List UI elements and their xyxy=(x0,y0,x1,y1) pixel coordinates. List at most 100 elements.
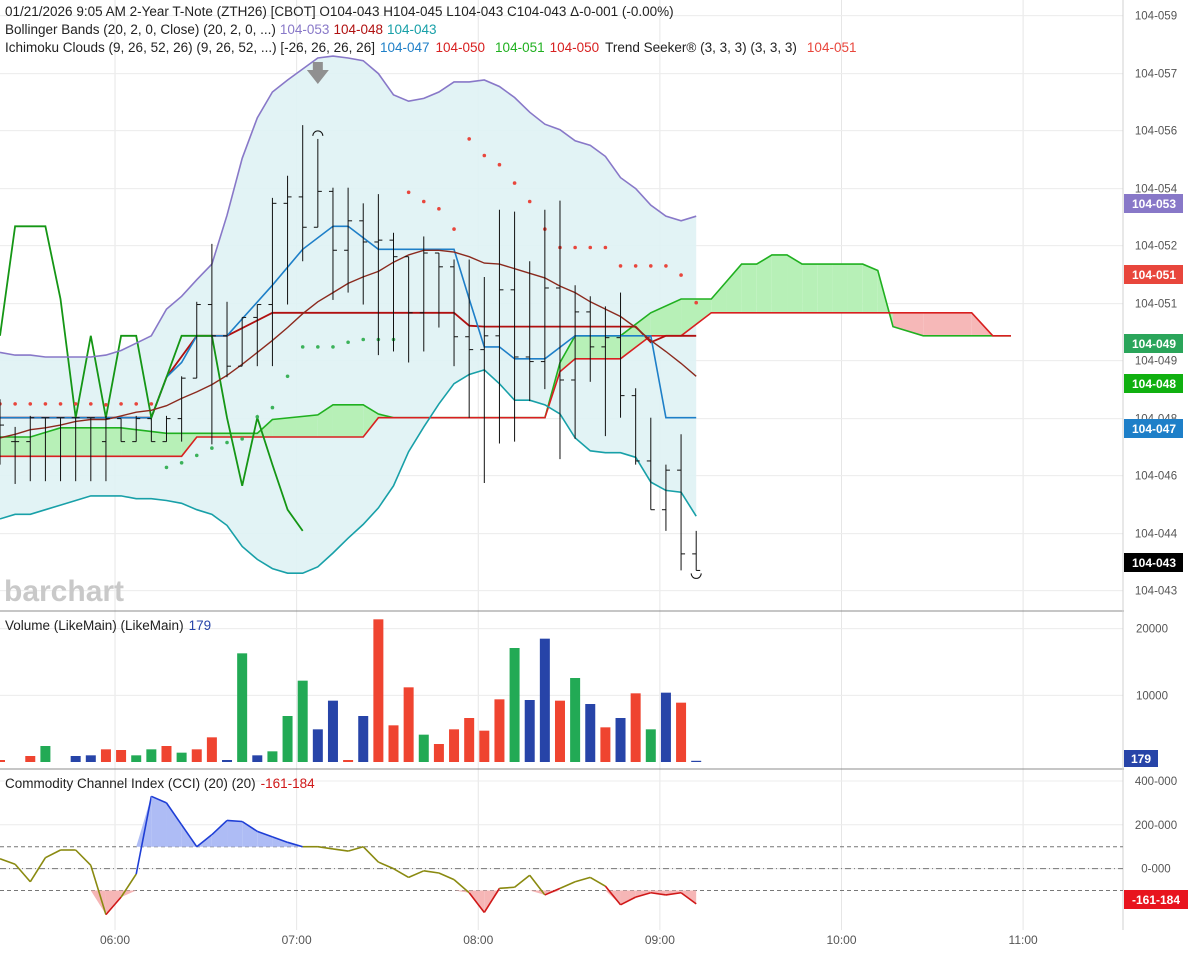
ohlc-bar-40 xyxy=(601,306,610,437)
trend-seeker-dot-41 xyxy=(618,264,623,268)
volume-bar-14 xyxy=(237,653,248,762)
volume-bar-39 xyxy=(615,718,626,762)
volume-legend: Volume (LikeMain) (LikeMain) 179 xyxy=(5,618,211,633)
ohlc-bar-19 xyxy=(283,175,292,305)
cloud-segment-29 xyxy=(802,264,818,313)
trend-seeker-dot-21 xyxy=(316,345,320,349)
ohlc-bar-32 xyxy=(480,276,489,484)
ichimoku-lagging-line xyxy=(0,225,304,532)
cloud-segment-35 xyxy=(892,312,924,336)
cci-line-segment-26 xyxy=(393,867,410,879)
high-low-markers xyxy=(306,62,702,579)
cci-line-segment-32 xyxy=(483,887,501,913)
volume-bar-7 xyxy=(131,755,142,762)
volume-bar-38 xyxy=(600,727,611,762)
price-badge-box-1 xyxy=(1124,265,1183,284)
bollinger-upper-value: 104-053 xyxy=(280,22,330,37)
volume-bar-25 xyxy=(403,687,414,762)
trend-seeker-value: 104-051 xyxy=(807,40,857,55)
time-axis-label-4: 10:00 xyxy=(826,933,856,947)
price-badge-box-2 xyxy=(1124,334,1183,353)
volume-bar-24 xyxy=(388,725,399,762)
cci-line-segment-8 xyxy=(120,873,137,898)
ohlc-bar-12 xyxy=(177,376,186,442)
cci-label: Commodity Channel Index (CCI) (20) (20) xyxy=(5,776,256,791)
cci-line-segment-42 xyxy=(635,891,652,898)
trend-seeker-dot-9 xyxy=(134,402,139,406)
cloud-segment-33 xyxy=(862,264,878,313)
ohlc-bar-26 xyxy=(389,232,398,352)
ohlc-bar-14 xyxy=(207,243,216,445)
cci-line-segment-5 xyxy=(75,849,92,866)
price-badge-2: 104-049 xyxy=(1124,334,1183,353)
volume-badge-box xyxy=(1124,750,1158,767)
trend-seeker-dot-38 xyxy=(573,245,577,250)
trend-seeker-dot-27 xyxy=(406,190,411,195)
cci-line-segment-31 xyxy=(468,892,485,913)
price-badge-box-5 xyxy=(1124,553,1183,572)
volume-bar-29 xyxy=(464,718,475,762)
volume-bar-27 xyxy=(433,744,444,762)
ohlc-bar-1 xyxy=(11,426,20,484)
volume-bar-35 xyxy=(554,700,565,762)
trend-seeker-dot-44 xyxy=(664,264,668,268)
price-axis-label-6: 104-049 xyxy=(1135,356,1177,368)
volume-bar-18 xyxy=(297,680,308,762)
cci-line-segment-40 xyxy=(604,885,622,906)
price-badge-label-5: 104-043 xyxy=(1132,556,1176,570)
ohlc-bars xyxy=(0,125,701,571)
volume-axis-label-1: 10000 xyxy=(1136,690,1168,702)
volume-bar-43 xyxy=(676,702,687,762)
ohlc-bar-15 xyxy=(223,301,232,378)
ohlc-bar-34 xyxy=(510,211,519,442)
bollinger-lower-line xyxy=(0,369,697,575)
price-axis-label-2: 104-056 xyxy=(1135,126,1177,138)
cloud-segment-19 xyxy=(575,335,621,359)
cci-axis-label-0: 400-000 xyxy=(1135,776,1177,788)
price-badge-label-3: 104-048 xyxy=(1132,377,1176,391)
price-badge-label-1: 104-051 xyxy=(1132,268,1176,282)
cci-high-fill-14 xyxy=(211,820,228,847)
ohlc-bar-30 xyxy=(450,259,459,367)
cci-high-fill-9 xyxy=(136,796,152,847)
cci-line-segment-0 xyxy=(0,858,16,865)
cci-high-fill-11 xyxy=(166,802,182,847)
volume-bar-42 xyxy=(660,692,671,762)
cci-line-segment-25 xyxy=(378,861,394,870)
cci-line-segment-18 xyxy=(272,836,288,844)
cci-line-segment-45 xyxy=(680,892,697,905)
cloud-segment-10 xyxy=(332,404,364,438)
cci-pane xyxy=(0,795,1123,916)
volume-bar-0 xyxy=(0,760,5,762)
trend-seeker-dot-35 xyxy=(527,199,532,204)
price-badge-3: 104-048 xyxy=(1124,374,1183,393)
cci-line-segment-35 xyxy=(529,874,546,896)
ohlc-bar-44 xyxy=(661,464,670,531)
cci-badge-box xyxy=(1124,890,1188,909)
cci-line-segment-10 xyxy=(151,795,167,804)
cci-line-segment-7 xyxy=(105,896,122,916)
volume-bar-15 xyxy=(252,755,263,762)
cci-low-fill-30 xyxy=(454,890,470,893)
axis-labels: 104-059 104-057 104-056 104-054 104-052 104-0… xyxy=(100,11,1178,947)
trend-seeker-dot-16 xyxy=(240,437,244,441)
ohlc-bar-5 xyxy=(71,417,80,482)
cci-line-segment-28 xyxy=(423,870,440,874)
volume-badge: 179 xyxy=(1124,750,1158,767)
volume-bar-41 xyxy=(645,729,656,762)
cci-high-fill-10 xyxy=(151,796,167,847)
price-badge-box-0 xyxy=(1124,194,1183,213)
volume-bar-3 xyxy=(70,756,81,762)
volume-bar-2 xyxy=(40,746,51,762)
price-pane: barchart xyxy=(0,55,1011,608)
ichimoku-base-value: 104-050 xyxy=(436,40,486,55)
price-axis-label-3: 104-054 xyxy=(1135,184,1178,196)
trend-seeker-dot-43 xyxy=(648,264,653,268)
trend-seeker-dot-33 xyxy=(497,162,502,167)
ohlc-bar-31 xyxy=(465,259,474,418)
trend-seeker-dot-10 xyxy=(149,402,154,406)
barchart-watermark: barchart xyxy=(4,575,124,608)
price-axis-label-1: 104-057 xyxy=(1135,69,1177,81)
ohlc-bar-24 xyxy=(359,203,368,305)
